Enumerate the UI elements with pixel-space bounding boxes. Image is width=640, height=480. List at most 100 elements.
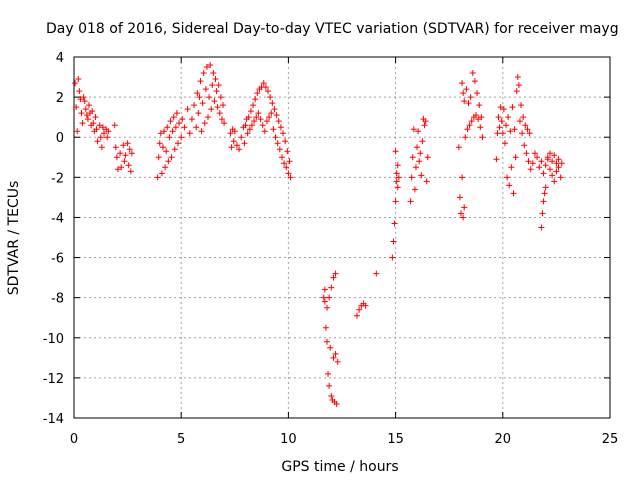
data-point: [504, 174, 511, 181]
data-point: [260, 80, 267, 87]
data-point: [506, 182, 513, 189]
x-tick-label: 10: [280, 432, 297, 447]
data-point: [464, 126, 471, 133]
data-point: [475, 116, 482, 123]
data-point: [77, 96, 84, 103]
data-point: [461, 204, 468, 211]
data-point: [276, 146, 283, 153]
data-point: [557, 174, 564, 181]
data-point: [542, 184, 549, 191]
data-point: [214, 104, 221, 111]
data-point: [455, 144, 462, 151]
data-point: [460, 214, 467, 221]
data-point: [198, 128, 205, 135]
data-point: [546, 150, 553, 157]
data-point: [518, 102, 525, 109]
data-point: [541, 190, 548, 197]
data-point: [551, 152, 558, 159]
data-point: [422, 118, 429, 125]
data-point: [321, 298, 328, 305]
data-point: [82, 106, 89, 113]
data-point: [495, 114, 502, 121]
data-point: [154, 174, 161, 181]
data-point: [262, 84, 269, 91]
data-point: [412, 164, 419, 171]
data-point: [511, 126, 518, 133]
data-point: [283, 164, 290, 171]
data-point: [544, 154, 551, 161]
data-point: [394, 162, 401, 169]
data-point: [168, 154, 175, 161]
data-point: [362, 302, 369, 309]
data-point: [459, 80, 466, 87]
data-point: [90, 120, 97, 127]
data-point: [263, 118, 270, 125]
data-point: [285, 170, 292, 177]
data-point: [76, 88, 83, 95]
data-point: [525, 158, 532, 165]
data-point: [494, 130, 501, 137]
data-point: [521, 142, 528, 149]
data-point: [217, 94, 224, 101]
data-point: [538, 158, 545, 165]
data-point: [280, 130, 287, 137]
data-point: [393, 170, 400, 177]
data-point: [503, 122, 510, 129]
data-point: [267, 94, 274, 101]
data-point: [323, 338, 330, 345]
data-point: [221, 120, 228, 127]
data-point: [125, 162, 132, 169]
data-point: [157, 130, 164, 137]
data-point: [392, 148, 399, 155]
data-point: [272, 134, 279, 141]
data-point: [126, 146, 133, 153]
data-point: [330, 274, 337, 281]
data-point: [155, 154, 162, 161]
data-point: [461, 98, 468, 105]
data-point: [328, 284, 335, 291]
data-point: [395, 174, 402, 181]
data-point: [207, 62, 214, 69]
data-point: [540, 170, 547, 177]
data-point: [389, 254, 396, 261]
data-point: [466, 122, 473, 129]
data-point: [111, 122, 118, 129]
data-point: [555, 164, 562, 171]
y-tick-label: 4: [56, 51, 64, 66]
data-point: [471, 78, 478, 85]
data-point: [73, 104, 80, 111]
data-point: [392, 198, 399, 205]
data-point: [323, 304, 330, 311]
data-point: [497, 104, 504, 111]
data-point: [321, 286, 328, 293]
data-point: [78, 110, 85, 117]
data-point: [201, 120, 208, 127]
data-point: [124, 140, 131, 147]
data-point: [268, 110, 275, 117]
x-axis-label: GPS time / hours: [281, 459, 398, 475]
data-point: [92, 114, 99, 121]
data-point: [515, 82, 522, 89]
data-point: [118, 164, 125, 171]
data-point: [529, 160, 536, 167]
data-point: [271, 106, 278, 113]
data-point: [457, 210, 464, 217]
data-point: [542, 162, 549, 169]
data-point: [213, 88, 220, 95]
data-point: [510, 190, 517, 197]
data-point: [216, 110, 223, 117]
data-point: [410, 126, 417, 133]
data-point: [259, 122, 266, 129]
y-tick-label: 2: [56, 91, 64, 106]
data-point: [96, 122, 103, 129]
data-point: [531, 150, 538, 157]
data-point: [508, 164, 515, 171]
data-point: [333, 400, 340, 407]
x-tick-label: 20: [495, 432, 512, 447]
data-point: [181, 124, 188, 131]
data-point: [208, 106, 215, 113]
data-point: [255, 110, 262, 117]
data-point: [170, 114, 177, 121]
data-point: [203, 64, 210, 71]
